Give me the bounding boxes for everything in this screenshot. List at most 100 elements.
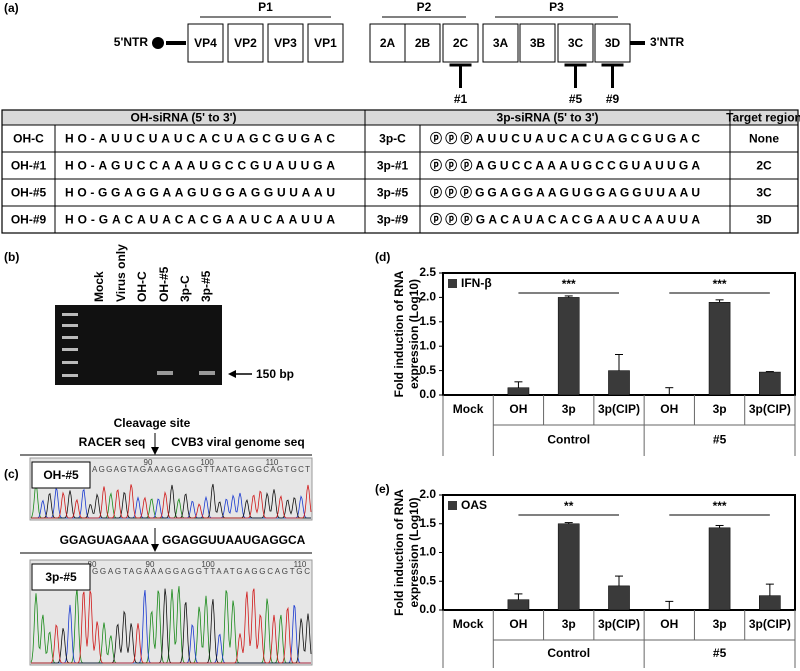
x-tick-label: 3p: [713, 617, 727, 631]
x-tick-label: 3p(CIP): [749, 402, 791, 416]
panel-label: (c): [4, 467, 19, 481]
y-tick-label: 1.0: [419, 338, 436, 352]
protein-label: 2C: [453, 36, 469, 50]
protein-label: VP3: [274, 36, 297, 50]
table-cell: OH-#9: [11, 213, 47, 227]
base-calls: AGGAGTAGAAAGGAGGTTAATGAGGCAGTGCT: [92, 465, 310, 474]
sequence-cell: ⓟⓟⓟGACAUACACGAAUCAAUUA: [430, 212, 700, 227]
target-label: #9: [606, 92, 620, 106]
trace-label-box: [31, 461, 91, 489]
y-tick-label: 1.5: [419, 314, 436, 328]
cleavage-label: Cleavage site: [114, 416, 191, 430]
legend-label: OAS: [461, 498, 487, 512]
protein-label: 3A: [493, 36, 509, 50]
protein-label: 3C: [568, 36, 584, 50]
sequence: GGAGGUUAAUGAGGCA: [162, 533, 306, 547]
trace-label: 3p-#5: [45, 570, 77, 584]
significance-label: **: [564, 499, 574, 513]
y-axis-label: Fold induction of RNA: [392, 270, 406, 397]
trace: [31, 483, 311, 519]
y-tick-label: 0.0: [419, 387, 436, 401]
x-tick-label: OH: [509, 402, 527, 416]
group-label: Control: [547, 646, 590, 660]
significance-label: ***: [562, 277, 576, 291]
y-tick-label: 2.0: [419, 290, 436, 304]
x-tick-label: OH: [660, 617, 678, 631]
legend-swatch: [448, 501, 457, 510]
sequence-cell: ⓟⓟⓟAUUCUAUCACUAGCGUGAC: [430, 131, 700, 146]
legend-swatch: [448, 279, 457, 288]
protein-label: 3D: [605, 36, 621, 50]
protein-box: [187, 23, 224, 63]
base-position: 110: [266, 458, 279, 467]
protein-label: VP4: [194, 36, 217, 50]
table-cell: 3D: [756, 213, 772, 227]
panel-label: (e): [375, 482, 390, 496]
sequence-cell: HO-GGAGGAAGUGGAGGUUAAU: [65, 186, 335, 200]
legend-label: IFN-β: [461, 276, 492, 290]
lane-label: Virus only: [114, 244, 128, 302]
polyprotein-label: P1: [258, 0, 273, 14]
table-cell: OH-#5: [11, 186, 47, 200]
protein-box: [307, 23, 344, 63]
table-cell: 3p-#5: [377, 186, 409, 200]
arrowhead: [151, 447, 159, 455]
base-position: 100: [200, 458, 214, 467]
base-position: 90: [144, 458, 153, 467]
y-tick-label: 0.5: [419, 363, 436, 377]
protein-box: [369, 23, 406, 63]
group-label: #5: [713, 646, 727, 660]
panel-label: (d): [375, 250, 390, 264]
sequence-cell: HO-GACAUACACGAAUCAAUUA: [65, 213, 335, 227]
y-tick-label: 1.0: [419, 545, 436, 559]
base-position: 100: [201, 560, 215, 569]
bar: [759, 371, 781, 396]
x-tick-label: 3p: [562, 402, 576, 416]
table-cell: 3p-#1: [377, 159, 409, 173]
protein-label: 3B: [530, 36, 546, 50]
base-position: 110: [294, 560, 307, 569]
base-position: 90: [146, 560, 155, 569]
target-label: #1: [454, 92, 468, 106]
bar: [608, 585, 630, 611]
x-tick-label: 3p: [713, 402, 727, 416]
bar: [759, 595, 781, 611]
protein-box: [442, 23, 479, 63]
ladder-band: [62, 361, 78, 364]
sequence-cell: ⓟⓟⓟGGAGGAAGUGGAGGUUAAU: [430, 185, 700, 200]
y-tick-label: 2.0: [419, 487, 436, 501]
bar: [557, 297, 580, 396]
significance-label: ***: [713, 499, 727, 513]
gel: [55, 305, 222, 385]
gel-band: [157, 371, 173, 375]
y-tick-label: 0.5: [419, 573, 436, 587]
base-calls: GGAGTAGAAAGGAGGTTAATGAGGCAGTGC: [92, 567, 310, 576]
seq-region-label: CVB3 viral genome seq: [171, 435, 304, 449]
trace: [30, 586, 311, 664]
table-cell: 3p-#9: [377, 213, 409, 227]
ladder-band: [62, 324, 78, 327]
table-cell: OH-#1: [11, 159, 47, 173]
x-tick-label: OH: [509, 617, 527, 631]
x-tick-label: 3p(CIP): [598, 402, 640, 416]
y-tick-label: 1.5: [419, 516, 436, 530]
protein-box: [557, 23, 594, 63]
ladder-band: [62, 374, 78, 377]
base-position: 80: [88, 560, 97, 569]
sequence-cell: ⓟⓟⓟAGUCCAAAUGCCGUAUUGA: [430, 158, 700, 173]
ntr-label: 5'NTR: [114, 35, 149, 49]
table-cell: None: [749, 132, 779, 146]
trace: [31, 588, 311, 664]
arrowhead: [151, 544, 159, 552]
protein-label: VP1: [314, 36, 337, 50]
ntr-label: 3'NTR: [650, 35, 685, 49]
protein-box: [267, 23, 304, 63]
panel-label: (a): [4, 1, 19, 15]
sequence-cell: HO-AGUCCAAAUGCCGUAUUGA: [65, 159, 335, 173]
group-label: Control: [547, 433, 590, 447]
y-tick-label: 0.0: [419, 602, 436, 616]
ntr-cap: [152, 37, 164, 49]
panel-label: (b): [4, 250, 19, 264]
gel-band: [199, 371, 215, 375]
table-header-bg: [2, 110, 798, 125]
